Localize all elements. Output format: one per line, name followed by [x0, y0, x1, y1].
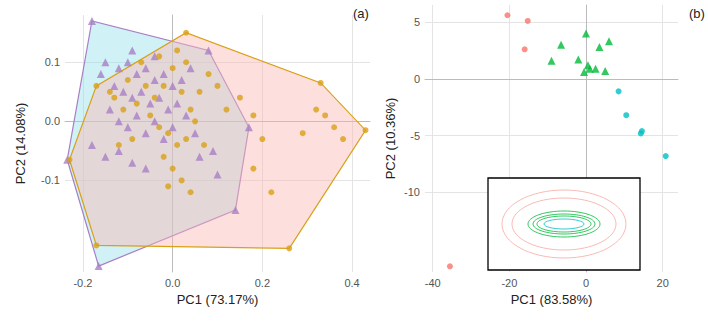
svg-text:0.0: 0.0: [165, 277, 180, 289]
svg-text:-20: -20: [501, 277, 517, 289]
svg-text:-10: -10: [404, 186, 420, 198]
svg-text:-5: -5: [410, 130, 420, 142]
svg-text:PC2 (10.36%): PC2 (10.36%): [383, 98, 398, 180]
svg-text:PC2 (14.08%): PC2 (14.08%): [13, 103, 28, 185]
svg-text:-40: -40: [425, 277, 441, 289]
svg-text:20: 20: [657, 277, 669, 289]
svg-text:(b): (b): [689, 6, 705, 21]
svg-text:-0.2: -0.2: [73, 277, 92, 289]
svg-text:0.1: 0.1: [45, 56, 60, 68]
svg-text:0: 0: [414, 73, 420, 85]
svg-text:0.0: 0.0: [45, 115, 60, 127]
svg-text:0.2: 0.2: [255, 277, 270, 289]
svg-text:-0.1: -0.1: [41, 174, 60, 186]
svg-text:PC1 (83.58%): PC1 (83.58%): [511, 292, 593, 307]
svg-text:(a): (a): [353, 6, 369, 21]
svg-text:5: 5: [414, 16, 420, 28]
svg-text:0: 0: [583, 277, 589, 289]
svg-text:PC1 (73.17%): PC1 (73.17%): [177, 292, 259, 307]
svg-text:0.4: 0.4: [344, 277, 359, 289]
